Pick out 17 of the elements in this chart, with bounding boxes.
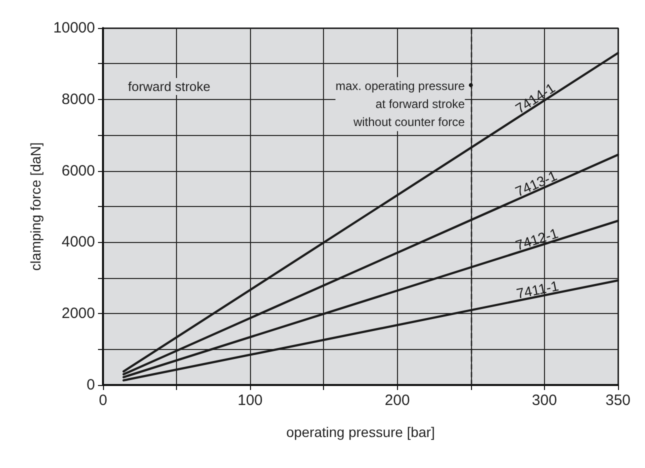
x-tick-label: 350 [605, 392, 631, 409]
text: 7411-1 [515, 277, 560, 302]
x-tick-label: 0 [98, 392, 108, 409]
y-tick-label: 8000 [62, 90, 95, 108]
annotation: max. operating pressure at forward stroke without counter force [335, 79, 466, 130]
y-tick-label: 6000 [62, 162, 95, 180]
x-tick-label: 100 [238, 392, 263, 409]
y-tick-label: 0 [86, 376, 95, 394]
y-tick-label: 10000 [53, 20, 95, 36]
y-tick-label: 2000 [62, 305, 95, 322]
y-axis-title: clamping force [daN] [27, 142, 44, 271]
y-tick-label: 4000 [62, 234, 95, 251]
annotation: forward stroke [128, 79, 210, 94]
x-tick-label: 300 [532, 392, 557, 409]
text: 7412-1 [514, 224, 560, 254]
x-tick-label: 200 [384, 392, 410, 409]
x-axis-title: operating pressure [bar] [286, 424, 435, 440]
